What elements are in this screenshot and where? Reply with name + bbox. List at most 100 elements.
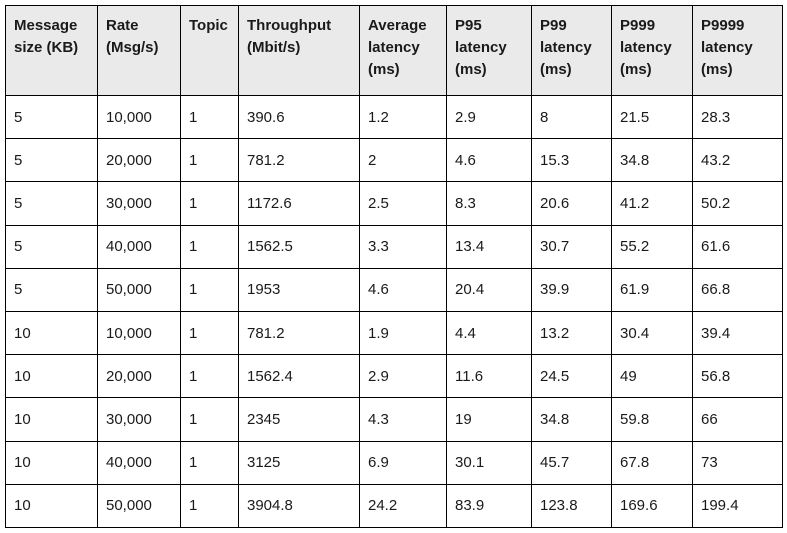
table-cell: 6.9 <box>359 440 447 485</box>
table-row: 10 50,000 1 3904.8 24.2 83.9 123.8 169.6 199.4 <box>5 483 783 529</box>
table-cell: 5 <box>5 181 98 226</box>
table-cell: 21.5 <box>611 94 693 140</box>
table-body: 5 10,000 1 390.6 1.2 2.9 8 21.5 28.3 5 20,000 1 781.… <box>5 94 783 529</box>
table-cell: 781.2 <box>238 138 360 183</box>
column-header: Message size (KB) <box>5 5 98 96</box>
table-cell: 20,000 <box>97 138 181 183</box>
column-header: P95 latency (ms) <box>446 5 532 96</box>
table-cell: 55.2 <box>611 224 693 269</box>
table-cell: 34.8 <box>531 397 612 442</box>
table-row: 10 20,000 1 1562.4 2.9 11.6 24.5 49 56.8 <box>5 354 783 399</box>
table-cell: 1.2 <box>359 94 447 140</box>
table-cell: 10,000 <box>97 310 181 356</box>
table-cell: 24.5 <box>531 354 612 399</box>
table-cell: 8.3 <box>446 181 532 226</box>
table-cell: 41.2 <box>611 181 693 226</box>
table-cell: 2.9 <box>359 354 447 399</box>
table-cell: 4.3 <box>359 397 447 442</box>
table-cell: 1 <box>180 224 239 269</box>
table-cell: 67.8 <box>611 440 693 485</box>
table-cell: 34.8 <box>611 138 693 183</box>
benchmark-table: Message size (KB) Rate (Msg/s) Topic Throug… <box>5 5 783 529</box>
table-cell: 1 <box>180 354 239 399</box>
table-cell: 50,000 <box>97 483 181 529</box>
table-cell: 83.9 <box>446 483 532 529</box>
table-cell: 5 <box>5 138 98 183</box>
table-cell: 1 <box>180 138 239 183</box>
table-cell: 61.9 <box>611 267 693 312</box>
table-row: 5 30,000 1 1172.6 2.5 8.3 20.6 41.2 50.2 <box>5 181 783 226</box>
table-cell: 39.9 <box>531 267 612 312</box>
table-cell: 30,000 <box>97 397 181 442</box>
table-cell: 49 <box>611 354 693 399</box>
table-cell: 24.2 <box>359 483 447 529</box>
table-cell: 20,000 <box>97 354 181 399</box>
table-cell: 1 <box>180 310 239 356</box>
table-cell: 4.6 <box>359 267 447 312</box>
table-cell: 5 <box>5 267 98 312</box>
table-cell: 10 <box>5 483 98 529</box>
table-cell: 1 <box>180 483 239 529</box>
table-cell: 2 <box>359 138 447 183</box>
table-cell: 15.3 <box>531 138 612 183</box>
table-cell: 5 <box>5 224 98 269</box>
table-cell: 10 <box>5 397 98 442</box>
table-cell: 13.2 <box>531 310 612 356</box>
table-cell: 8 <box>531 94 612 140</box>
table-cell: 30,000 <box>97 181 181 226</box>
column-header: Throughput (Mbit/s) <box>238 5 360 96</box>
table-cell: 10 <box>5 440 98 485</box>
table-row: 5 10,000 1 390.6 1.2 2.9 8 21.5 28.3 <box>5 94 783 140</box>
table-header: Message size (KB) Rate (Msg/s) Topic Throug… <box>5 5 783 96</box>
table-cell: 56.8 <box>692 354 783 399</box>
column-header: P9999 latency (ms) <box>692 5 783 96</box>
table-cell: 1172.6 <box>238 181 360 226</box>
table-cell: 1562.5 <box>238 224 360 269</box>
table-cell: 5 <box>5 94 98 140</box>
table-cell: 10 <box>5 354 98 399</box>
table-cell: 20.4 <box>446 267 532 312</box>
table-row: 5 50,000 1 1953 4.6 20.4 39.9 61.9 66.8 <box>5 267 783 312</box>
table-cell: 45.7 <box>531 440 612 485</box>
table-cell: 40,000 <box>97 224 181 269</box>
column-header: P99 latency (ms) <box>531 5 612 96</box>
table-cell: 11.6 <box>446 354 532 399</box>
table-cell: 10,000 <box>97 94 181 140</box>
table-cell: 20.6 <box>531 181 612 226</box>
table-row: 10 40,000 1 3125 6.9 30.1 45.7 67.8 73 <box>5 440 783 485</box>
table-cell: 61.6 <box>692 224 783 269</box>
column-header: Topic <box>180 5 239 96</box>
table-cell: 39.4 <box>692 310 783 356</box>
table-cell: 66.8 <box>692 267 783 312</box>
table-cell: 10 <box>5 310 98 356</box>
table-cell: 1 <box>180 397 239 442</box>
table-cell: 19 <box>446 397 532 442</box>
table-cell: 28.3 <box>692 94 783 140</box>
table-cell: 2.5 <box>359 181 447 226</box>
table-cell: 1 <box>180 94 239 140</box>
table-cell: 1.9 <box>359 310 447 356</box>
header-row: Message size (KB) Rate (Msg/s) Topic Throug… <box>5 5 783 96</box>
column-header: Rate (Msg/s) <box>97 5 181 96</box>
table-cell: 50,000 <box>97 267 181 312</box>
table-cell: 4.6 <box>446 138 532 183</box>
table-cell: 59.8 <box>611 397 693 442</box>
table-cell: 3125 <box>238 440 360 485</box>
table-cell: 30.4 <box>611 310 693 356</box>
table-row: 5 40,000 1 1562.5 3.3 13.4 30.7 55.2 61.6 <box>5 224 783 269</box>
table-cell: 390.6 <box>238 94 360 140</box>
table-cell: 2.9 <box>446 94 532 140</box>
table-cell: 1562.4 <box>238 354 360 399</box>
table-cell: 199.4 <box>692 483 783 529</box>
table-cell: 4.4 <box>446 310 532 356</box>
table-cell: 1 <box>180 267 239 312</box>
table-cell: 1 <box>180 440 239 485</box>
table-cell: 3.3 <box>359 224 447 269</box>
table-cell: 781.2 <box>238 310 360 356</box>
table-cell: 73 <box>692 440 783 485</box>
column-header: P999 latency (ms) <box>611 5 693 96</box>
column-header: Average latency (ms) <box>359 5 447 96</box>
table-cell: 2345 <box>238 397 360 442</box>
table-cell: 13.4 <box>446 224 532 269</box>
